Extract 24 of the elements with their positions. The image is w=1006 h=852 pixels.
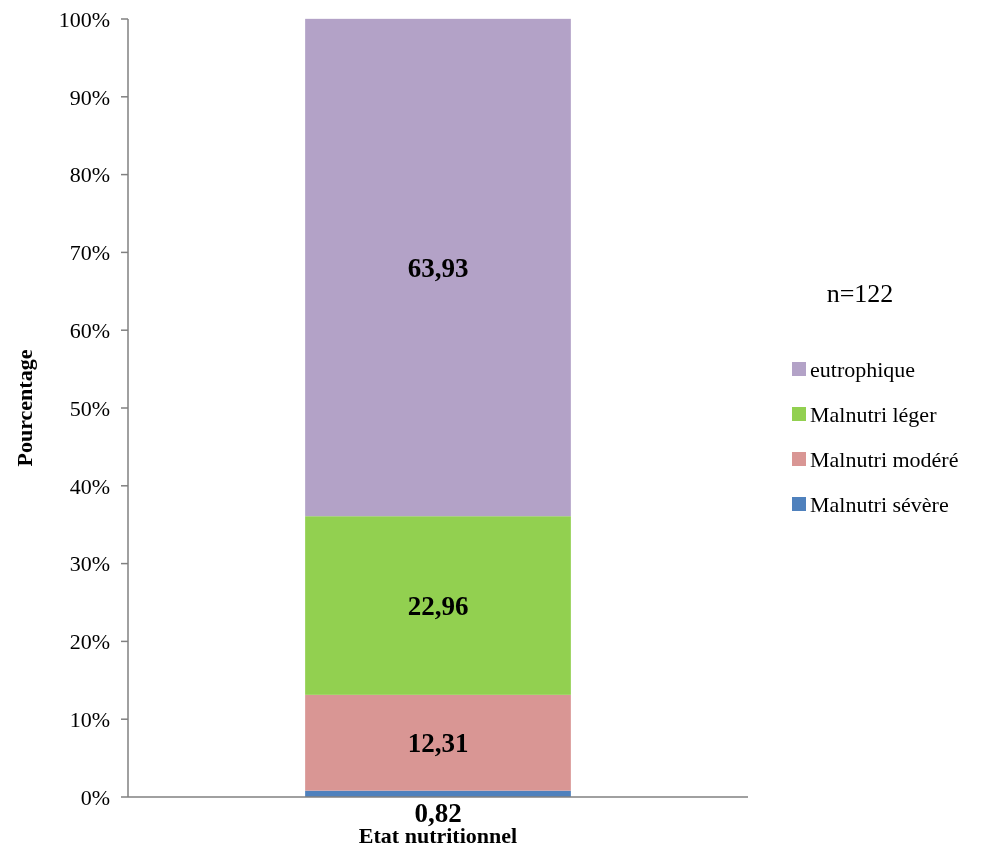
- data-label: 22,96: [407, 590, 469, 621]
- bar: [305, 18, 571, 517]
- y-tick-label: 90%: [69, 84, 110, 110]
- legend-label: Malnutri sévère: [810, 491, 949, 517]
- y-tick-label: 50%: [69, 395, 110, 421]
- y-tick-label: 100%: [58, 6, 110, 32]
- legend-label: Malnutri léger: [810, 401, 938, 427]
- legend-label: Malnutri modéré: [810, 446, 959, 472]
- text: n=122: [826, 279, 894, 308]
- legend-label: eutrophique: [810, 356, 916, 382]
- y-tick-label: 30%: [69, 551, 110, 577]
- y-tick-label: 60%: [69, 317, 110, 343]
- data-label: 63,93: [407, 252, 469, 283]
- y-tick-label: 20%: [69, 629, 110, 655]
- y-tick-label: 10%: [69, 706, 110, 732]
- y-tick-label: 70%: [69, 240, 110, 266]
- y-tick-label: 0%: [80, 784, 110, 810]
- data-label: 12,31: [407, 728, 469, 759]
- bar: [305, 694, 571, 791]
- y-tick-label: 40%: [69, 473, 110, 499]
- data-label: 0,82: [414, 798, 462, 829]
- y-axis-title: Pourcentage: [12, 349, 37, 467]
- bar: [305, 516, 571, 695]
- y-tick-label: 80%: [69, 162, 110, 188]
